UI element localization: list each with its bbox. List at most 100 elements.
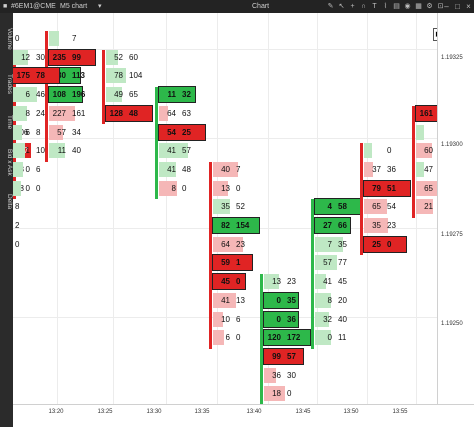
footprint-cell[interactable]: 37 36	[364, 162, 404, 177]
footprint-cell[interactable]: 59 1	[213, 255, 253, 270]
footprint-cell[interactable]: 16176	[416, 106, 437, 121]
footprint-cell[interactable]: 1 10	[13, 143, 53, 158]
sidebar-tab-trades[interactable]: Trades	[6, 74, 13, 94]
footprint-cell[interactable]: 35 52	[213, 199, 253, 214]
footprint-cell[interactable]: 65 54	[364, 199, 404, 214]
footprint-cell[interactable]: 30 113	[49, 68, 89, 83]
crosshair-icon[interactable]: +	[350, 3, 355, 10]
footprint-cell[interactable]: 49 65	[106, 87, 146, 102]
footprint-cell[interactable]: 128 48	[106, 106, 146, 121]
bid-volume: 11	[167, 90, 176, 100]
footprint-cell[interactable]: 18 0	[264, 386, 304, 401]
footprint-cell[interactable]: 108 196	[49, 87, 89, 102]
footprint-cell[interactable]: 11 32	[159, 87, 199, 102]
footprint-cell[interactable]: 78 104	[106, 68, 146, 83]
footprint-cell[interactable]: 82 154	[213, 218, 253, 233]
footprint-cell[interactable]: 0 11	[315, 330, 355, 345]
footprint-cell[interactable]: 99 57	[264, 349, 304, 364]
title-bar: ■ #6EM1@CME M5 chart ▾ Chart ✎ ↖ + ∩ T ⌇ ▤ ◉ ▦ ⚙ ⊡…	[0, 0, 474, 13]
maximize-icon[interactable]: □	[455, 2, 460, 11]
footprint-cell[interactable]: 32 40	[315, 312, 355, 327]
settings-icon[interactable]: ⚙	[426, 3, 433, 10]
footprint-cell[interactable]: 8 20	[315, 293, 355, 308]
footprint-cell[interactable]: 210	[416, 199, 437, 214]
footprint-cell[interactable]: 120 172	[264, 330, 304, 345]
footprint-cell[interactable]: 227 161	[49, 106, 89, 121]
footprint-cell[interactable]: 35 23	[364, 218, 404, 233]
footprint-cell[interactable]: 64 23	[213, 237, 253, 252]
buy-volume-bar	[314, 198, 362, 216]
footprint-cell[interactable]: 41 45	[315, 274, 355, 289]
footprint-cell[interactable]: 0	[364, 143, 404, 158]
ask-volume: 63	[182, 108, 191, 118]
scroll-to-end-icon[interactable]: ▶|	[433, 28, 437, 41]
sidebar-tab-volume[interactable]: Volume	[6, 27, 13, 50]
camera-icon[interactable]: ◉	[404, 3, 411, 10]
sidebar-tab-delta[interactable]: Delta	[6, 194, 13, 210]
cursor-icon[interactable]: ↖	[338, 3, 345, 10]
footprint-chart[interactable]: ▶| 0182106107234882072359930113108196227…	[13, 13, 437, 404]
lock-icon[interactable]: ⊡	[437, 3, 444, 10]
footprint-cell[interactable]: 6043	[416, 143, 437, 158]
sell-volume-bar	[363, 235, 407, 253]
footprint-cell[interactable]: 41 13	[213, 293, 253, 308]
footprint-cell[interactable]: 235 99	[49, 50, 89, 65]
buy-volume-bar	[13, 161, 24, 177]
footprint-cell[interactable]: 36 30	[264, 368, 304, 383]
footprint-cell[interactable]: 25 0	[364, 237, 404, 252]
text-icon[interactable]: T	[372, 3, 377, 10]
draw-icon[interactable]: ✎	[327, 3, 334, 10]
footprint-cell[interactable]: 4 58	[315, 199, 355, 214]
footprint-cell[interactable]: 7 35	[315, 237, 355, 252]
time-axis[interactable]: 13:20 13:25 13:30 13:35 13:40 13:45 13:5…	[13, 404, 474, 427]
footprint-cell[interactable]: 6534	[416, 181, 437, 196]
footprint-cell[interactable]: 8 24	[13, 106, 53, 121]
footprint-cell[interactable]: 40 7	[213, 162, 253, 177]
footprint-cell[interactable]: 54 25	[159, 125, 199, 140]
sidebar-tab-bid-ask[interactable]: Bid x Ask	[6, 148, 13, 176]
footprint-cell[interactable]: 79 51	[364, 181, 404, 196]
footprint-cell[interactable]: 10 6	[213, 312, 253, 327]
price-axis[interactable]: 1.19325 1.19300 1.19275 1.19250	[437, 13, 474, 404]
footprint-cell[interactable]: 45 0	[213, 274, 253, 289]
footprint-cell[interactable]: 11 40	[49, 143, 89, 158]
footprint-cell[interactable]: 4748	[416, 162, 437, 177]
ask-volume: 40	[338, 314, 347, 324]
footprint-cell[interactable]: 52 60	[106, 50, 146, 65]
footprint-cell[interactable]: 41 57	[159, 143, 199, 158]
layout-icon[interactable]: ▦	[415, 3, 422, 10]
footprint-cell[interactable]: 13 0	[213, 181, 253, 196]
close-icon[interactable]: ×	[466, 2, 471, 11]
footprint-cell[interactable]: 0 35	[264, 293, 304, 308]
footprint-cell[interactable]: 64 63	[159, 106, 199, 121]
footprint-cell[interactable]: 7	[49, 31, 89, 46]
buy-volume-bar	[263, 329, 311, 347]
footprint-cell[interactable]: 57 77	[315, 255, 355, 270]
footprint-cell[interactable]: 13 23	[264, 274, 304, 289]
minimize-icon[interactable]: –	[444, 2, 449, 11]
ask-volume: 65	[129, 90, 138, 100]
window-title: Chart	[252, 3, 270, 10]
symbol-label[interactable]: #6EM1@CME	[11, 3, 56, 10]
footprint-cell[interactable]: 12 30	[13, 50, 53, 65]
footprint-cell[interactable]: 0	[416, 125, 437, 140]
bid-volume: 1	[25, 146, 30, 156]
footprint-cell[interactable]: 57 34	[49, 125, 89, 140]
footprint-cell[interactable]: 0 36	[264, 312, 304, 327]
footprint-cell[interactable]: 6 46	[13, 87, 53, 102]
footprint-cell[interactable]: 41 48	[159, 162, 199, 177]
template-icon[interactable]: ▤	[393, 3, 400, 10]
footprint-cell[interactable]: 27 66	[315, 218, 355, 233]
timeframe-dropdown-icon[interactable]: ▾	[98, 3, 102, 10]
brush-icon[interactable]: ⌇	[383, 3, 388, 10]
footprint-cell[interactable]: 175 78	[13, 68, 53, 83]
timeframe-label[interactable]: M5 chart	[60, 3, 88, 10]
sidebar-tab-time[interactable]: Time	[6, 114, 13, 130]
buy-volume-bar	[315, 330, 331, 346]
magnet-icon[interactable]: ∩	[360, 3, 367, 10]
